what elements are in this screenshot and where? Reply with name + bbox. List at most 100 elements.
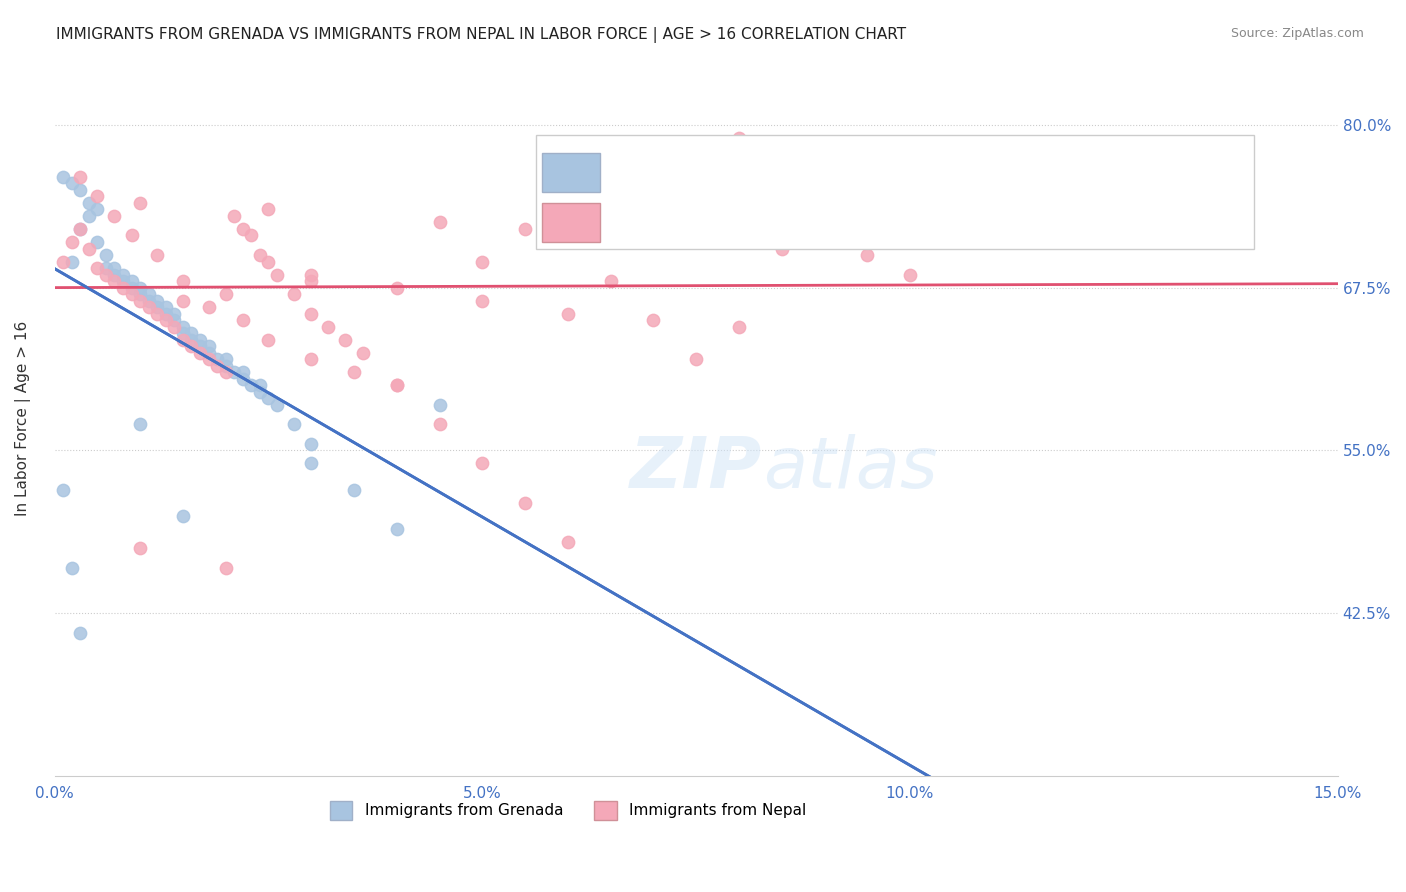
Point [86,261,108,276]
Point [77,195,100,210]
Point [172,508,194,523]
Point [385,522,408,536]
Point [180,339,202,353]
Point [155,307,177,321]
Point [643,313,665,327]
Point [60,177,83,191]
Point [215,560,238,574]
Point [188,345,211,359]
Point [94,268,117,282]
Point [163,313,186,327]
Point [318,319,340,334]
Point [188,333,211,347]
Point [385,378,408,392]
Point [249,248,271,262]
Point [103,274,125,288]
Point [121,287,143,301]
Point [69,222,91,236]
Point [138,300,160,314]
Point [240,378,263,392]
Point [232,313,254,327]
Point [129,280,152,294]
Point [197,345,219,359]
Point [155,313,177,327]
Point [224,365,246,379]
Point [188,339,211,353]
Point [257,333,280,347]
Point [215,365,238,379]
Point [240,228,263,243]
Y-axis label: In Labor Force | Age > 16: In Labor Force | Age > 16 [15,320,31,516]
Point [163,307,186,321]
Point [770,242,793,256]
Point [86,235,108,249]
Point [215,287,238,301]
Point [180,326,202,341]
Point [86,189,108,203]
FancyBboxPatch shape [543,202,600,243]
Text: Source: ZipAtlas.com: Source: ZipAtlas.com [1230,27,1364,40]
Point [856,248,879,262]
Point [138,293,160,308]
Point [121,280,143,294]
Point [94,261,117,276]
Point [513,222,536,236]
Point [60,560,83,574]
Point [249,384,271,399]
Point [129,287,152,301]
Point [283,287,305,301]
Point [429,398,451,412]
Point [129,293,152,308]
Point [283,417,305,432]
Point [266,398,288,412]
Point [146,300,169,314]
Point [232,222,254,236]
Point [728,130,751,145]
Point [257,392,280,406]
Point [103,268,125,282]
Point [121,228,143,243]
Point [77,209,100,223]
Point [685,352,707,367]
Point [146,307,169,321]
Point [513,495,536,509]
Point [471,457,494,471]
Text: IMMIGRANTS FROM GRENADA VS IMMIGRANTS FROM NEPAL IN LABOR FORCE | AGE > 16 CORRE: IMMIGRANTS FROM GRENADA VS IMMIGRANTS FR… [56,27,907,43]
Point [299,457,322,471]
Point [257,254,280,268]
Point [138,287,160,301]
Point [60,254,83,268]
Point [385,378,408,392]
Point [94,248,117,262]
Point [52,169,75,184]
Point [266,268,288,282]
Point [429,215,451,229]
Point [215,359,238,373]
Point [299,274,322,288]
Point [557,534,579,549]
Point [205,359,228,373]
Point [129,417,152,432]
FancyBboxPatch shape [543,153,600,192]
Point [197,339,219,353]
Point [69,169,91,184]
Point [121,274,143,288]
Point [52,483,75,497]
Text: R = -0.414   N = 57
R = 0.008   N = 72: R = -0.414 N = 57 R = 0.008 N = 72 [619,145,796,185]
Point [60,235,83,249]
Point [215,352,238,367]
Point [343,483,366,497]
Point [898,268,921,282]
Point [257,202,280,217]
Point [146,293,169,308]
Point [112,280,135,294]
Point [232,372,254,386]
Point [299,307,322,321]
Point [69,222,91,236]
Point [249,378,271,392]
Point [155,300,177,314]
Point [172,326,194,341]
Point [335,333,357,347]
Point [163,319,186,334]
Point [299,352,322,367]
